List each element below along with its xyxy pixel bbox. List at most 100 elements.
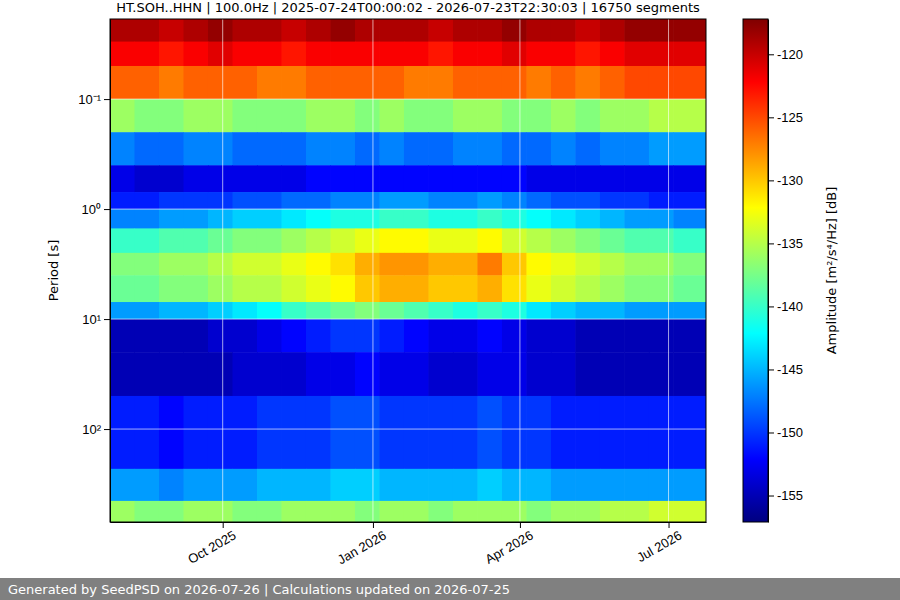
cell <box>649 228 674 253</box>
cell <box>110 396 135 469</box>
cell <box>600 352 625 396</box>
cell <box>600 19 625 42</box>
grid-line-y <box>110 209 706 210</box>
cell <box>673 253 706 276</box>
cell <box>551 469 576 502</box>
cell <box>575 42 600 67</box>
cell <box>159 469 184 502</box>
cell <box>502 42 527 67</box>
cell <box>379 165 404 192</box>
cell <box>526 352 551 396</box>
cell <box>453 228 478 253</box>
colorbar-tick-mark <box>768 54 774 55</box>
cell <box>404 42 429 67</box>
cell <box>183 319 208 353</box>
cell <box>624 99 649 133</box>
cell <box>673 228 706 253</box>
cell <box>110 132 135 166</box>
cell <box>306 165 331 192</box>
cell <box>526 132 551 166</box>
cell <box>600 209 625 229</box>
cell <box>624 19 649 42</box>
title: HT.SOH..HHN | 100.0Hz | 2025-07-24T00:00… <box>116 0 700 15</box>
cell <box>159 302 184 320</box>
cell <box>208 501 233 522</box>
cell <box>355 469 380 502</box>
x-axis-line <box>111 522 707 523</box>
cell <box>551 352 576 396</box>
colorbar-tick-mark <box>768 180 774 181</box>
cell <box>502 19 527 42</box>
cell <box>110 99 135 133</box>
cell <box>526 192 551 210</box>
cell <box>600 302 625 320</box>
cell <box>134 165 159 192</box>
cell <box>428 19 453 42</box>
cell <box>232 501 257 522</box>
cell <box>257 99 282 133</box>
cell <box>600 319 625 353</box>
cell <box>208 99 233 133</box>
cell <box>134 19 159 42</box>
cell <box>502 209 527 229</box>
y-tick-label: 10¹ <box>82 312 101 327</box>
cell <box>208 253 233 276</box>
cell <box>453 253 478 276</box>
cell <box>355 275 380 302</box>
cell <box>453 192 478 210</box>
cell <box>281 99 306 133</box>
cell <box>600 253 625 276</box>
cell <box>624 165 649 192</box>
cell <box>673 132 706 166</box>
x-tick-label: Oct 2025 <box>185 528 238 567</box>
cell <box>257 352 282 396</box>
cell <box>453 352 478 396</box>
cell <box>502 132 527 166</box>
cell <box>110 302 135 320</box>
colorbar-tick-label: -150 <box>777 425 803 440</box>
cell <box>404 253 429 276</box>
cell <box>575 396 600 469</box>
cell <box>281 275 306 302</box>
cell <box>453 209 478 229</box>
cell <box>673 19 706 42</box>
cell <box>624 66 649 100</box>
cell <box>453 302 478 320</box>
cell <box>208 132 233 166</box>
cell <box>551 192 576 210</box>
cell <box>453 132 478 166</box>
chart: 10⁻¹10⁰10¹10²Oct 2025Jan 2026Apr 2026Jul… <box>0 0 900 600</box>
cell <box>477 319 502 353</box>
grid-line-x <box>222 19 223 522</box>
cell <box>281 19 306 42</box>
cell <box>281 302 306 320</box>
grid-line-y <box>110 319 706 320</box>
cell <box>379 209 404 229</box>
cell <box>208 396 233 469</box>
cell <box>453 19 478 42</box>
cell <box>477 192 502 210</box>
cell <box>281 192 306 210</box>
grid-line-y <box>110 429 706 430</box>
cell <box>257 319 282 353</box>
colorbar-tick-mark <box>768 369 774 370</box>
colorbar-tick-label: -155 <box>777 488 803 503</box>
cell <box>306 19 331 42</box>
cell <box>600 501 625 522</box>
cell <box>330 469 355 502</box>
cell <box>134 396 159 469</box>
cell <box>600 469 625 502</box>
cell <box>183 209 208 229</box>
cell <box>428 209 453 229</box>
cell <box>134 319 159 353</box>
cell <box>330 501 355 522</box>
cell <box>428 275 453 302</box>
cell <box>306 501 331 522</box>
cell <box>600 132 625 166</box>
cell <box>502 228 527 253</box>
cell <box>575 19 600 42</box>
y-tick: 10² <box>82 422 110 437</box>
cell <box>159 19 184 42</box>
cell <box>575 192 600 210</box>
cell <box>551 165 576 192</box>
